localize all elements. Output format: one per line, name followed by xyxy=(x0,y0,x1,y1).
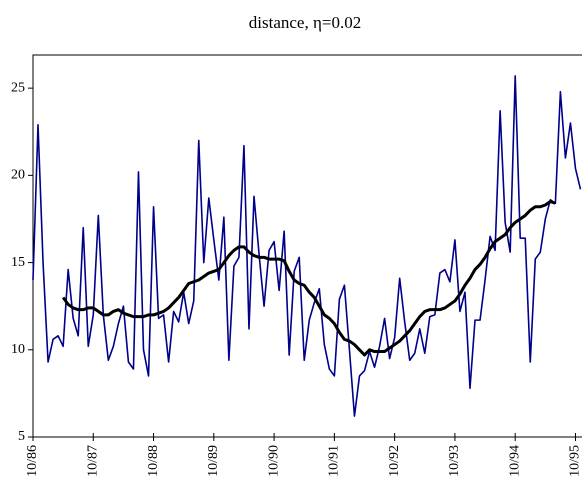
y-tick-label: 5 xyxy=(18,429,25,444)
x-tick-label: 10/91 xyxy=(327,445,342,477)
series-line xyxy=(61,200,556,357)
series-line xyxy=(32,75,582,417)
x-tick-label: 10/90 xyxy=(266,445,281,477)
x-tick-label: 10/87 xyxy=(85,445,100,477)
x-tick-label: 10/92 xyxy=(387,445,402,477)
y-tick-label: 10 xyxy=(11,342,25,357)
x-tick-label: 10/93 xyxy=(447,445,462,477)
y-tick-label: 15 xyxy=(11,255,25,270)
chart-title: distance, η=0.02 xyxy=(249,13,361,32)
y-tick-label: 20 xyxy=(11,168,25,183)
y-tick-label: 25 xyxy=(11,80,25,95)
x-tick-label: 10/95 xyxy=(568,445,582,477)
x-tick-label: 10/89 xyxy=(206,445,221,477)
plot-frame xyxy=(32,54,582,438)
x-tick-label: 10/94 xyxy=(507,445,522,477)
x-tick-label: 10/88 xyxy=(146,445,161,477)
x-tick-label: 10/86 xyxy=(25,445,40,477)
